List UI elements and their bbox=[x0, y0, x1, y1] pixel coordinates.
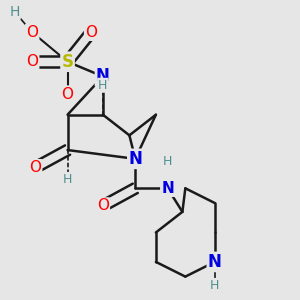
Text: S: S bbox=[61, 53, 74, 71]
Text: H: H bbox=[98, 79, 108, 92]
Text: O: O bbox=[97, 199, 109, 214]
Text: H: H bbox=[63, 173, 72, 186]
Text: N: N bbox=[96, 68, 110, 85]
Text: O: O bbox=[26, 25, 38, 40]
Text: O: O bbox=[26, 54, 38, 69]
Text: O: O bbox=[61, 87, 74, 102]
Text: H: H bbox=[9, 5, 20, 19]
Text: N: N bbox=[128, 150, 142, 168]
Text: H: H bbox=[163, 155, 172, 168]
Text: O: O bbox=[85, 25, 97, 40]
Text: H: H bbox=[210, 279, 220, 292]
Text: N: N bbox=[161, 181, 174, 196]
Text: N: N bbox=[208, 253, 222, 271]
Text: O: O bbox=[29, 160, 41, 175]
